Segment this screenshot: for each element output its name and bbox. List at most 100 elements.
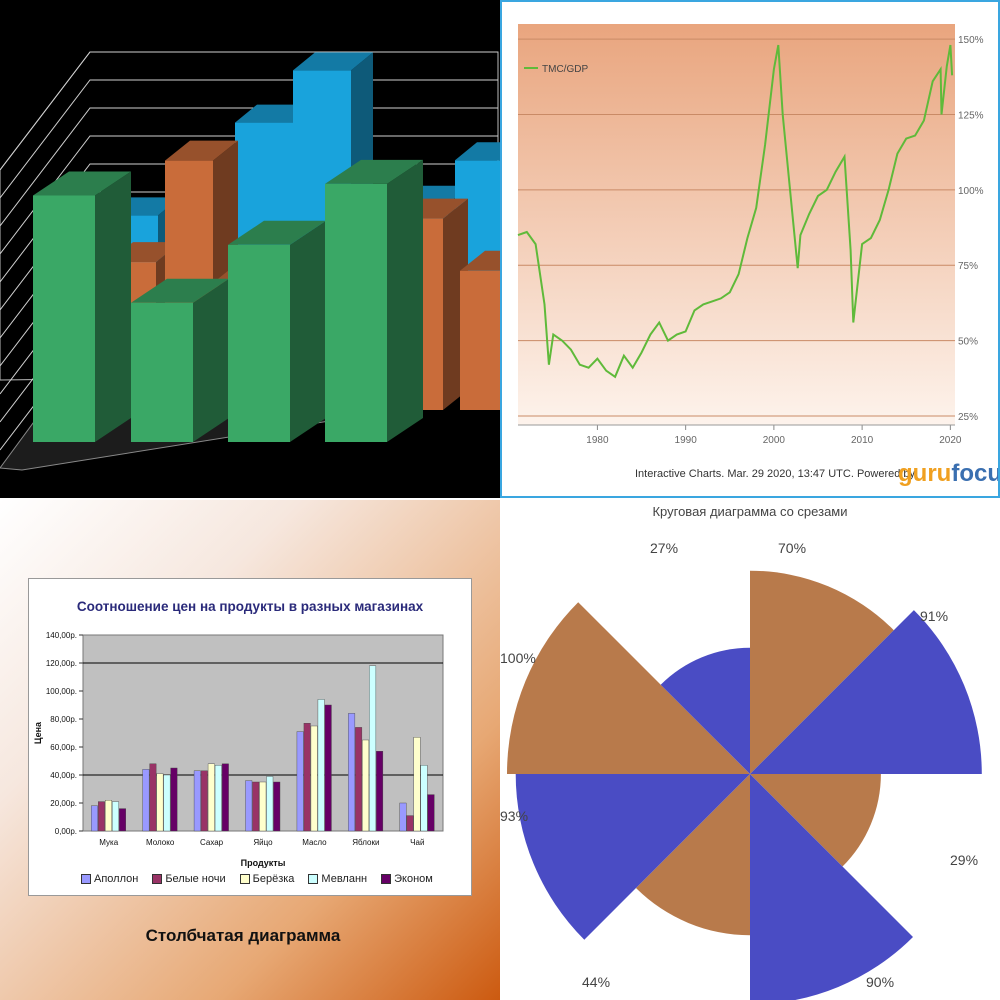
- bar-top: [131, 278, 229, 303]
- y-tick-label: 60,00р.: [50, 743, 77, 752]
- bar: [142, 769, 150, 832]
- gurufocus-logo: gurufocus: [898, 460, 998, 487]
- legend-swatch: [381, 874, 392, 884]
- bar: [369, 665, 377, 832]
- bar: [325, 159, 423, 442]
- slice-label: 27%: [650, 540, 679, 556]
- plot-area: [518, 24, 955, 425]
- bar: [376, 750, 384, 832]
- y-tick-label: 20,00р.: [50, 799, 77, 808]
- x-tick-label: Молоко: [146, 838, 175, 847]
- bar-top: [460, 250, 500, 271]
- bar: [200, 770, 208, 832]
- bar: [273, 781, 281, 832]
- y-axis-label: Цена: [33, 721, 43, 744]
- bar: [355, 727, 363, 832]
- series-line-tmc-gdp: [517, 44, 954, 379]
- pie-slice: [750, 610, 982, 774]
- bar: [266, 776, 274, 832]
- bar: [221, 763, 229, 832]
- legend-label: Белые ночи: [165, 873, 226, 885]
- legend-swatch: [239, 874, 250, 884]
- x-tick-label: Яблоки: [352, 838, 379, 847]
- slice-label: 100%: [500, 650, 536, 666]
- x-tick-label: 1980: [586, 435, 609, 446]
- legend-swatch: [81, 874, 91, 884]
- pie-slice: [660, 647, 750, 774]
- chart-tmc-gdp: 25% 50% 75% 100% 125% 150% 1980 1990 2000 2010 202…: [517, 24, 984, 446]
- legend-label: Берёзка: [252, 873, 295, 885]
- y-tick-label: 75%: [958, 261, 978, 272]
- slice-label: 93%: [500, 808, 529, 824]
- x-tick-label: Мука: [99, 838, 118, 847]
- bar: [163, 774, 171, 832]
- legend-item: Берёзка: [239, 873, 295, 885]
- bar-top: [325, 159, 423, 184]
- bar-top: [293, 52, 373, 71]
- slice-label: 29%: [950, 852, 979, 868]
- pie-slice: [515, 774, 750, 940]
- x-tick-label: 1990: [675, 435, 698, 446]
- chart-tmc-gdp-panel: 25% 50% 75% 100% 125% 150% 1980 1990 2000 2010 202…: [500, 0, 1000, 498]
- chart-price-frame: Соотношение цен на продукты в разных маг…: [28, 578, 472, 896]
- legend-swatch: [308, 874, 319, 884]
- x-tick-label: Сахар: [200, 838, 224, 847]
- bar: [303, 722, 311, 832]
- legend-item: Мевланн: [308, 873, 367, 885]
- bar: [170, 767, 178, 832]
- y-tick-label: 0,00р.: [55, 827, 77, 836]
- pie-slice: [750, 570, 894, 774]
- bar-top: [228, 220, 326, 245]
- bar: [317, 699, 325, 832]
- x-tick-label: 2000: [763, 435, 786, 446]
- chart-footer-text: Interactive Charts. Mar. 29 2020, 13:47 …: [635, 468, 916, 480]
- bar: [362, 739, 370, 832]
- x-tick-label: Масло: [302, 838, 327, 847]
- y-tick-label: 25%: [958, 412, 978, 423]
- chart-price-panel: Соотношение цен на продукты в разных маг…: [0, 500, 500, 1000]
- bar-front: [325, 183, 387, 442]
- legend-label: Эконом: [394, 873, 433, 885]
- x-tick-label: 2010: [851, 435, 874, 446]
- y-tick-label: 80,00р.: [50, 715, 77, 724]
- pie-slice: [636, 774, 750, 936]
- bar: [245, 780, 253, 832]
- bar: [105, 799, 112, 832]
- bar: [193, 770, 201, 832]
- bar: [112, 801, 119, 832]
- chart-caption: Столбчатая диаграмма: [145, 926, 341, 945]
- bar: [91, 805, 98, 832]
- x-tick-label: 2020: [939, 435, 962, 446]
- y-tick-label: 150%: [958, 35, 984, 46]
- bar: [207, 763, 215, 832]
- bar-top: [455, 142, 500, 161]
- bar: [460, 250, 500, 410]
- legend-item: Эконом: [381, 873, 433, 885]
- y-tick-label: 100,00р.: [46, 687, 77, 696]
- bar: [427, 794, 435, 832]
- bar-side: [193, 278, 229, 442]
- legend-item: Аполлон: [81, 873, 138, 885]
- legend-item: Белые ночи: [152, 873, 226, 885]
- x-tick-label: Чай: [410, 838, 424, 847]
- bar-front: [460, 270, 500, 410]
- chart-price-bars: 0,00р. 20,00р. 40,00р. 60,00р. 80,00р. 100,00…: [33, 631, 444, 868]
- gridline: [0, 51, 498, 171]
- chart-title: Соотношение цен на продукты в разных маг…: [76, 599, 424, 614]
- bar: [406, 815, 414, 832]
- y-tick-label: 125%: [958, 110, 984, 121]
- bar: [33, 171, 131, 442]
- bar-side: [387, 159, 423, 442]
- x-tick-label: Яйцо: [253, 838, 273, 847]
- bar: [310, 725, 318, 832]
- bar: [131, 278, 229, 442]
- slice-label: 91%: [920, 608, 949, 624]
- bar: [214, 764, 222, 832]
- bar: [399, 802, 407, 832]
- y-tick-label: 100%: [958, 186, 984, 197]
- chart-polar-pie: [507, 570, 982, 1000]
- legend-label: Аполлон: [94, 873, 139, 885]
- chart-polar-pie-panel: Круговая диаграмма со срезами 70% 91% 29% 9…: [500, 500, 1000, 1000]
- bar: [348, 713, 356, 832]
- legend-label: TMC/GDP: [542, 64, 588, 75]
